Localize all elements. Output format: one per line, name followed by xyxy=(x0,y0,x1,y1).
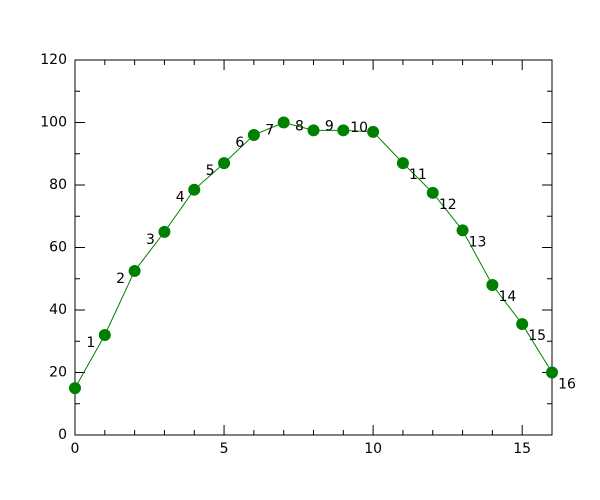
point-label: 15 xyxy=(528,328,546,344)
point xyxy=(367,125,380,138)
point xyxy=(337,124,350,137)
x-tick-label: 5 xyxy=(220,441,229,457)
point xyxy=(98,329,111,341)
x-tick-label: 0 xyxy=(71,441,80,457)
point-label: 4 xyxy=(176,190,185,206)
point-label: 6 xyxy=(235,135,244,151)
series-line xyxy=(74,121,553,389)
x-tick-label: 15 xyxy=(513,441,531,457)
point xyxy=(128,264,141,277)
y-tick-label: 80 xyxy=(49,177,67,193)
point-label: 3 xyxy=(146,232,155,248)
point-label: 5 xyxy=(206,163,215,179)
y-tick-label: 120 xyxy=(40,52,67,68)
point xyxy=(486,279,499,291)
point-label: 1 xyxy=(86,335,95,351)
point xyxy=(188,183,201,196)
point-label: 10 xyxy=(350,120,368,136)
point-label: 16 xyxy=(558,377,576,393)
point xyxy=(247,129,260,141)
point-label: 12 xyxy=(439,197,457,213)
y-tick-label: 0 xyxy=(58,427,67,443)
point xyxy=(69,382,81,395)
point xyxy=(277,116,290,129)
point-label: 14 xyxy=(498,289,516,305)
point xyxy=(426,186,439,199)
point xyxy=(516,318,529,331)
point-label: 8 xyxy=(295,118,304,134)
y-tick-label: 20 xyxy=(49,365,67,381)
point xyxy=(158,225,171,238)
point-label: 11 xyxy=(409,167,427,183)
y-tick-label: 60 xyxy=(49,240,67,256)
point-label: 2 xyxy=(116,271,125,287)
point xyxy=(396,157,409,170)
y-tick-label: 100 xyxy=(40,115,67,131)
point xyxy=(218,157,231,170)
point-label: 13 xyxy=(469,234,487,250)
point-label: 7 xyxy=(265,123,274,139)
x-tick-label: 10 xyxy=(364,441,382,457)
point xyxy=(546,366,558,379)
point xyxy=(456,224,469,237)
point-label: 9 xyxy=(325,118,334,134)
y-tick-label: 40 xyxy=(49,302,67,318)
point xyxy=(307,124,320,137)
